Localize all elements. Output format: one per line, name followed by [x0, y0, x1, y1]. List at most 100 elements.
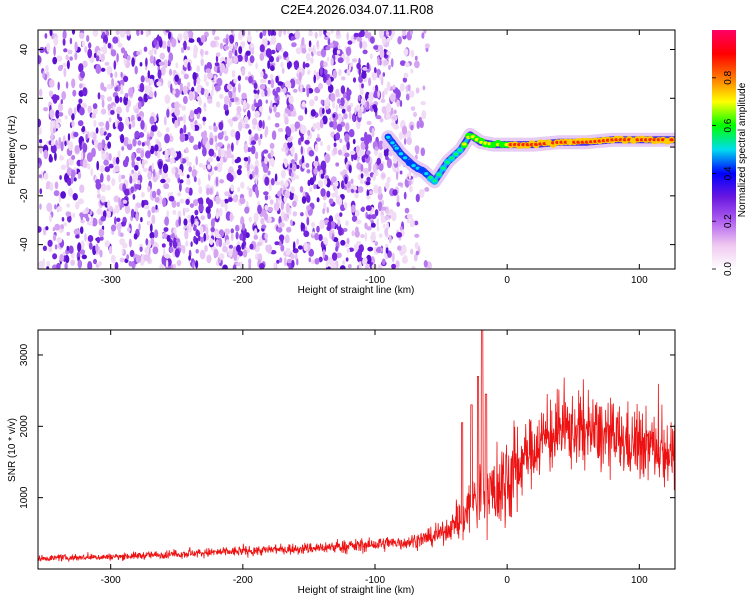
spectrogram-noise-blob [248, 216, 252, 223]
spectrogram-noise-blob [163, 116, 167, 126]
spectrogram-noise-blob [370, 233, 376, 242]
spectrogram-noise-blob [366, 189, 370, 198]
spectrogram-noise-blob [341, 108, 346, 114]
spectrogram-noise-blob [241, 92, 247, 100]
spectrogram-noise-blob [115, 86, 119, 91]
spectrogram-noise-blob [57, 65, 63, 72]
spectrogram-noise-blob [346, 140, 350, 151]
spectrogram-noise-blob [104, 240, 111, 248]
spectrogram-noise-blob [138, 96, 143, 102]
spectrogram-noise-blob [119, 238, 126, 246]
spectrogram-noise-blob [359, 40, 363, 49]
spectrogram-noise-blob [352, 138, 356, 145]
spectrogram-noise-blob [402, 256, 407, 262]
spectrogram-noise-blob [291, 172, 294, 178]
spectrogram-noise-blob [104, 61, 110, 66]
spectrogram-noise-blob [403, 48, 409, 57]
spectrogram-noise-blob [365, 263, 369, 269]
spectrogram-noise-blob [192, 72, 197, 81]
spectrogram-noise-blob [134, 65, 138, 75]
spectrogram-noise-blob [183, 225, 190, 231]
spectrogram-noise-blob [155, 36, 162, 41]
spectrogram-noise-blob [312, 48, 317, 55]
spectrogram-noise-blob [254, 110, 260, 119]
spectrogram-noise-blob [323, 237, 329, 245]
spectrogram-noise-blob [58, 112, 64, 117]
spectrogram-noise-blob [350, 62, 354, 67]
spectrogram-noise-blob [385, 247, 389, 254]
spectrogram-noise-blob [235, 224, 240, 232]
spectrogram-noise-blob [336, 49, 341, 55]
spectrogram-noise-blob [337, 57, 344, 64]
spectrogram-noise-blob [154, 229, 159, 239]
spectrogram-noise-blob [238, 165, 242, 170]
spectrogram-noise-blob [274, 241, 280, 246]
spectrogram-noise-blob [95, 243, 99, 253]
spectrogram-noise-blob [149, 223, 153, 233]
spectrogram-noise-blob [276, 259, 280, 264]
spectrogram-noise-blob [300, 212, 304, 217]
spectrogram-noise-blob [332, 237, 339, 243]
spectrogram-noise-blob [242, 249, 248, 258]
spectrogram-noise-blob [242, 99, 247, 110]
spectrogram-noise-blob [115, 156, 120, 165]
spectrogram-noise-blob [137, 171, 141, 176]
spectrogram-noise-blob [64, 140, 67, 147]
spectrogram-noise-blob [107, 141, 112, 149]
spectrogram-noise-blob [290, 146, 295, 155]
spectrogram-noise-blob [380, 98, 386, 103]
spectrogram-noise-blob [71, 113, 75, 121]
spectrogram-noise-blob [92, 131, 97, 142]
spectrogram-noise-blob [89, 210, 93, 215]
spectrogram-noise-blob [249, 173, 253, 180]
spectrogram-noise-blob [200, 215, 206, 221]
spectrogram-noise-blob [238, 121, 243, 132]
spectrogram-noise-blob [263, 191, 269, 196]
spectrogram-noise-blob [136, 30, 140, 37]
spectrogram-noise-blob [196, 96, 202, 102]
spectrogram-noise-blob [375, 247, 382, 253]
spectrogram-noise-blob [249, 55, 255, 64]
spectrogram-noise-blob [280, 180, 284, 187]
spectrogram-noise-blob [98, 260, 102, 267]
spectrogram-noise-blob [202, 164, 207, 171]
colorbar-tick-label: 0.0 [723, 262, 734, 276]
spectrogram-noise-blob [289, 190, 294, 201]
spectrogram-noise-blob [264, 89, 268, 97]
spectrogram-noise-blob [345, 46, 352, 57]
spectrogram-noise-blob [289, 123, 296, 133]
spectrogram-noise-blob [186, 174, 190, 179]
spectrogram-noise-blob [368, 77, 372, 87]
spectrogram-noise-blob [169, 246, 174, 253]
spectrogram-noise-blob [220, 156, 223, 164]
spectrogram-noise-blob [158, 61, 165, 66]
spectrogram-noise-blob [48, 153, 53, 163]
spectrogram-noise-blob [235, 130, 241, 141]
spectrogram-noise-blob [106, 83, 112, 90]
spectrogram-noise-blob [421, 32, 425, 39]
spectrogram-noise-blob [391, 115, 398, 120]
spectrogram-noise-blob [334, 213, 340, 222]
spectrogram-noise-blob [352, 58, 358, 63]
spectrogram-noise-blob [243, 143, 248, 153]
spectrogram-noise-blob [56, 237, 63, 244]
spectrogram-noise-blob [141, 158, 145, 169]
spectrogram-noise-blob [264, 194, 269, 201]
spectrogram-noise-blob [42, 70, 45, 79]
spectrogram-noise-blob [319, 66, 323, 76]
spectrogram-noise-blob [403, 138, 407, 145]
spectrogram-noise-blob [285, 202, 290, 213]
spectrogram-noise-blob [284, 107, 289, 114]
spectrogram-noise-blob [183, 124, 187, 134]
spectrogram-noise-blob [300, 125, 307, 135]
spectrogram-noise-blob [228, 50, 233, 59]
spectrogram-noise-blob [96, 193, 101, 199]
spectrogram-noise-blob [59, 253, 65, 262]
spectrogram-noise-blob [175, 219, 180, 228]
spectrogram-noise-blob [140, 217, 143, 223]
spectrogram-noise-blob [87, 48, 93, 59]
spectrogram-noise-blob [182, 245, 186, 254]
spectrogram-noise-blob [143, 93, 149, 103]
spectrogram-noise-blob [108, 117, 112, 123]
